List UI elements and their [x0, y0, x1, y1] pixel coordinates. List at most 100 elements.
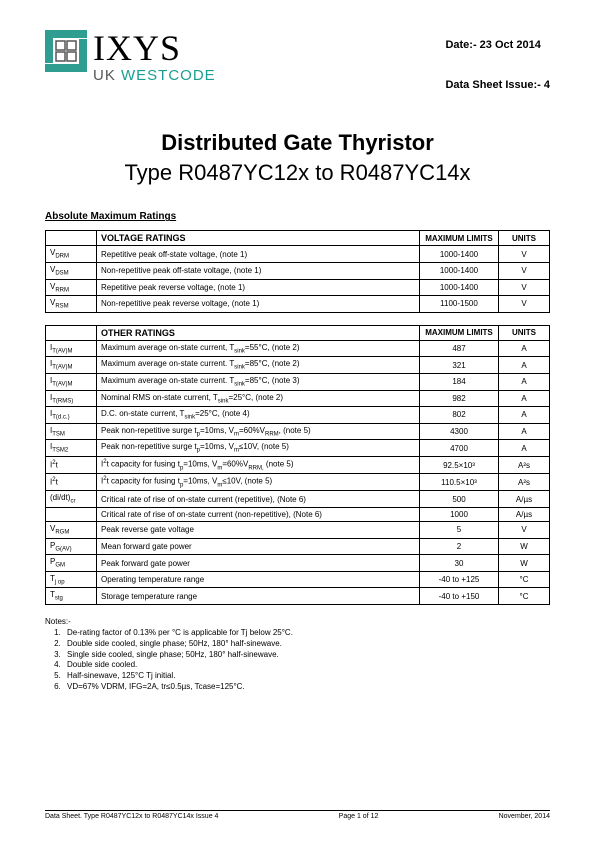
- symbol-cell: IT(AV)M: [46, 373, 97, 390]
- symbol-cell: ITSM2: [46, 440, 97, 457]
- max-cell: 4300: [420, 423, 499, 440]
- table-row: I2tI2t capacity for fusing tp=10ms, Vm≤1…: [46, 474, 550, 491]
- table-row: VRSMNon-repetitive peak reverse voltage,…: [46, 296, 550, 313]
- max-cell: 4700: [420, 440, 499, 457]
- symbol-cell: PG(AV): [46, 538, 97, 555]
- unit-cell: V: [499, 296, 550, 313]
- symbol-cell: IT(AV)M: [46, 357, 97, 374]
- table-row: VDRMRepetitive peak off-state voltage, (…: [46, 246, 550, 263]
- note-item: VD=67% VDRM, IFG=2A, tr≤0.5µs, Tcase=125…: [63, 682, 550, 693]
- max-cell: 1000-1400: [420, 279, 499, 296]
- unit-cell: °C: [499, 571, 550, 588]
- unit-cell: A²s: [499, 474, 550, 491]
- symbol-cell: [46, 508, 97, 522]
- table-row: Critical rate of rise of on-state curren…: [46, 508, 550, 522]
- table-row: VRGMPeak reverse gate voltage5V: [46, 522, 550, 539]
- symbol-cell: ITSM: [46, 423, 97, 440]
- table-row: (di/dt)crCritical rate of rise of on-sta…: [46, 491, 550, 508]
- symbol-cell: VDSM: [46, 262, 97, 279]
- max-cell: 110.5×10³: [420, 474, 499, 491]
- table-row: ITSMPeak non-repetitive surge tp=10ms, V…: [46, 423, 550, 440]
- table-row: IT(RMS)Nominal RMS on-state current, Tsi…: [46, 390, 550, 407]
- desc-cell: Critical rate of rise of on-state curren…: [97, 508, 420, 522]
- table-header: OTHER RATINGS: [97, 325, 420, 340]
- logo-icon: [45, 30, 87, 72]
- unit-cell: A: [499, 357, 550, 374]
- unit-cell: A: [499, 340, 550, 357]
- max-cell: 321: [420, 357, 499, 374]
- unit-cell: A: [499, 407, 550, 424]
- symbol-cell: IT(RMS): [46, 390, 97, 407]
- max-cell: 1100-1500: [420, 296, 499, 313]
- desc-cell: Maximum average on-state current. Tsink=…: [97, 373, 420, 390]
- table-header: VOLTAGE RATINGS: [97, 231, 420, 246]
- desc-cell: Repetitive peak reverse voltage, (note 1…: [97, 279, 420, 296]
- unit-cell: V: [499, 246, 550, 263]
- unit-cell: A²s: [499, 456, 550, 473]
- desc-cell: Maximum average on-state current, Tsink=…: [97, 340, 420, 357]
- company-name: IXYS: [93, 30, 216, 66]
- desc-cell: Maximum average on-state current. Tsink=…: [97, 357, 420, 374]
- table-row: IT(AV)MMaximum average on-state current,…: [46, 340, 550, 357]
- note-item: Double side cooled.: [63, 660, 550, 671]
- max-cell: 1000: [420, 508, 499, 522]
- max-cell: 487: [420, 340, 499, 357]
- issue-label: Data Sheet Issue:- 4: [445, 76, 550, 96]
- desc-cell: Non-repetitive peak reverse voltage, (no…: [97, 296, 420, 313]
- footer-left: Data Sheet. Type R0487YC12x to R0487YC14…: [45, 813, 218, 820]
- unit-cell: V: [499, 262, 550, 279]
- desc-cell: D.C. on-state current, Tsink=25°C, (note…: [97, 407, 420, 424]
- title-line2: Type R0487YC12x to R0487YC14x: [45, 160, 550, 186]
- section-heading: Absolute Maximum Ratings: [45, 211, 550, 222]
- table-row: I2tI2t capacity for fusing tp=10ms, Vm=6…: [46, 456, 550, 473]
- symbol-cell: VRRM: [46, 279, 97, 296]
- table-row: PGMPeak forward gate power30W: [46, 555, 550, 572]
- symbol-cell: (di/dt)cr: [46, 491, 97, 508]
- desc-cell: I2t capacity for fusing tp=10ms, Vm≤10V,…: [97, 474, 420, 491]
- table-row: IT(AV)MMaximum average on-state current.…: [46, 373, 550, 390]
- unit-cell: A: [499, 440, 550, 457]
- unit-cell: A: [499, 390, 550, 407]
- max-cell: 1000-1400: [420, 246, 499, 263]
- unit-cell: W: [499, 538, 550, 555]
- symbol-cell: VRSM: [46, 296, 97, 313]
- max-cell: -40 to +125: [420, 571, 499, 588]
- note-item: Double side cooled, single phase; 50Hz, …: [63, 639, 550, 650]
- other-ratings-table: OTHER RATINGS MAXIMUM LIMITS UNITS IT(AV…: [45, 325, 550, 605]
- voltage-ratings-table: VOLTAGE RATINGS MAXIMUM LIMITS UNITS VDR…: [45, 230, 550, 312]
- desc-cell: Peak non-repetitive surge tp=10ms, Vm≤10…: [97, 440, 420, 457]
- max-cell: 500: [420, 491, 499, 508]
- desc-cell: Storage temperature range: [97, 588, 420, 605]
- desc-cell: Peak non-repetitive surge tp=10ms, Vm=60…: [97, 423, 420, 440]
- max-cell: 30: [420, 555, 499, 572]
- unit-cell: A: [499, 373, 550, 390]
- max-cell: 5: [420, 522, 499, 539]
- max-cell: 802: [420, 407, 499, 424]
- desc-cell: Peak forward gate power: [97, 555, 420, 572]
- footer: Data Sheet. Type R0487YC12x to R0487YC14…: [45, 810, 550, 820]
- table-row: IT(d.c.)D.C. on-state current, Tsink=25°…: [46, 407, 550, 424]
- unit-cell: A: [499, 423, 550, 440]
- header-meta: Date:- 23 Oct 2014 Data Sheet Issue:- 4: [445, 30, 550, 95]
- header: IXYS UK WESTCODE Date:- 23 Oct 2014 Data…: [45, 30, 550, 95]
- unit-cell: °C: [499, 588, 550, 605]
- logo-text: IXYS UK WESTCODE: [93, 30, 216, 83]
- max-cell: 92.5×10³: [420, 456, 499, 473]
- desc-cell: Repetitive peak off-state voltage, (note…: [97, 246, 420, 263]
- unit-cell: A/µs: [499, 491, 550, 508]
- company-sub: UK WESTCODE: [93, 68, 216, 83]
- table-header: UNITS: [499, 231, 550, 246]
- symbol-cell: VDRM: [46, 246, 97, 263]
- table-row: VDSMNon-repetitive peak off-state voltag…: [46, 262, 550, 279]
- symbol-cell: IT(d.c.): [46, 407, 97, 424]
- table-row: ITSM2Peak non-repetitive surge tp=10ms, …: [46, 440, 550, 457]
- max-cell: 1000-1400: [420, 262, 499, 279]
- notes-title: Notes:-: [45, 617, 550, 626]
- footer-right: November, 2014: [499, 813, 550, 820]
- table-header: [46, 231, 97, 246]
- footer-center: Page 1 of 12: [339, 813, 379, 820]
- desc-cell: Critical rate of rise of on-state curren…: [97, 491, 420, 508]
- desc-cell: Non-repetitive peak off-state voltage, (…: [97, 262, 420, 279]
- max-cell: 2: [420, 538, 499, 555]
- title-line1: Distributed Gate Thyristor: [45, 130, 550, 156]
